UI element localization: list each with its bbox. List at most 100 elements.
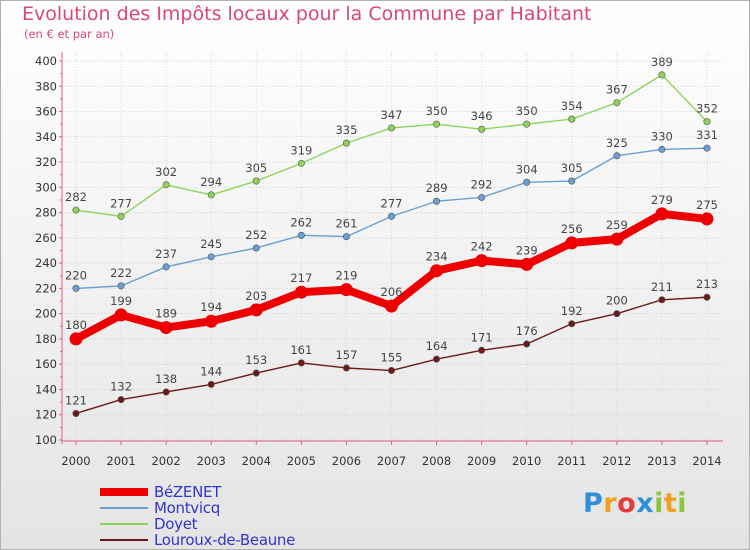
data-label-doyet: 354 [561,99,583,113]
legend-label: Montvicq [154,499,220,517]
x-tick-label: 2010 [512,454,541,468]
data-label-louroux-de-beaune: 157 [335,348,357,362]
data-label-b-zenet: 242 [471,240,493,254]
data-point-b-zenet [700,212,714,226]
logo-letter: r [603,488,618,519]
x-tick-label: 2002 [151,454,180,468]
data-point-montvicq [207,253,215,261]
data-label-doyet: 294 [200,175,222,189]
x-tick-label: 2005 [287,454,316,468]
data-label-montvicq: 304 [516,162,538,176]
data-label-montvicq: 325 [606,136,628,150]
x-tick-label: 2008 [422,454,451,468]
data-label-b-zenet: 259 [606,218,628,232]
data-label-montvicq: 277 [381,196,403,210]
data-label-b-zenet: 239 [516,243,538,257]
data-label-b-zenet: 206 [381,285,403,299]
legend-swatch [100,523,148,525]
data-point-montvicq [162,263,170,271]
data-label-louroux-de-beaune: 132 [110,380,132,394]
data-label-b-zenet: 199 [110,294,132,308]
data-label-louroux-de-beaune: 144 [200,364,222,378]
data-label-doyet: 302 [155,165,177,179]
chart-subtitle: (en € et par an) [24,27,115,41]
data-point-doyet [433,120,441,128]
data-label-montvicq: 220 [65,268,87,282]
data-point-montvicq [658,145,666,153]
data-point-b-zenet [655,207,669,221]
data-label-doyet: 277 [110,196,132,210]
x-tick-label: 2012 [602,454,631,468]
data-label-b-zenet: 219 [335,269,357,283]
x-tick-label: 2000 [61,454,90,468]
data-label-montvicq: 305 [561,161,583,175]
data-label-montvicq: 262 [290,215,312,229]
data-point-doyet [478,125,486,133]
data-point-louroux-de-beaune [478,346,486,354]
data-point-b-zenet [565,236,579,250]
data-label-b-zenet: 217 [290,271,312,285]
data-point-montvicq [703,144,711,152]
y-tick-label: 340 [35,130,57,144]
data-label-doyet: 335 [335,123,357,137]
logo-letter: i [677,488,688,519]
data-point-doyet [72,206,80,214]
data-point-louroux-de-beaune [658,296,666,304]
data-point-montvicq [72,284,80,292]
data-label-louroux-de-beaune: 176 [516,324,538,338]
data-label-louroux-de-beaune: 164 [426,339,448,353]
data-point-louroux-de-beaune [613,310,621,318]
data-point-doyet [297,159,305,167]
data-point-montvicq [613,152,621,160]
data-label-b-zenet: 189 [155,307,177,321]
data-label-b-zenet: 275 [696,198,718,212]
y-tick-label: 400 [35,54,57,68]
y-tick-label: 220 [35,281,57,295]
legend-swatch [100,507,148,509]
data-label-b-zenet: 279 [651,193,673,207]
data-point-montvicq [387,212,395,220]
data-point-louroux-de-beaune [523,340,531,348]
data-point-louroux-de-beaune [342,364,350,372]
y-tick-label: 120 [35,408,57,422]
data-point-montvicq [568,177,576,185]
data-label-louroux-de-beaune: 155 [381,351,403,365]
data-label-doyet: 347 [381,108,403,122]
data-point-montvicq [478,193,486,201]
data-label-doyet: 346 [471,109,493,123]
data-label-doyet: 367 [606,83,628,97]
data-label-b-zenet: 203 [245,289,267,303]
data-label-doyet: 282 [65,190,87,204]
data-point-louroux-de-beaune [207,380,215,388]
y-tick-label: 100 [35,433,57,447]
y-tick-label: 360 [35,105,57,119]
data-label-louroux-de-beaune: 213 [696,277,718,291]
y-tick-label: 200 [35,307,57,321]
legend-swatch [100,488,148,496]
data-label-b-zenet: 234 [426,250,448,264]
data-point-b-zenet [294,285,308,299]
data-point-b-zenet [384,299,398,313]
data-label-louroux-de-beaune: 161 [290,343,312,357]
legend-label: BéZENET [154,483,222,501]
data-label-doyet: 350 [426,104,448,118]
data-point-doyet [162,181,170,189]
data-label-doyet: 389 [651,55,673,69]
data-point-montvicq [433,197,441,205]
data-point-doyet [703,118,711,126]
data-point-doyet [342,139,350,147]
data-point-montvicq [342,233,350,241]
data-point-louroux-de-beaune [162,388,170,396]
data-point-b-zenet [430,264,444,278]
y-tick-label: 320 [35,155,57,169]
x-tick-label: 2003 [197,454,226,468]
data-label-louroux-de-beaune: 211 [651,280,673,294]
data-point-doyet [613,99,621,107]
data-label-montvicq: 330 [651,129,673,143]
data-point-louroux-de-beaune [433,355,441,363]
data-point-doyet [568,115,576,123]
data-point-montvicq [297,231,305,239]
data-label-montvicq: 252 [245,228,267,242]
data-point-b-zenet [475,254,489,268]
y-tick-label: 280 [35,206,57,220]
